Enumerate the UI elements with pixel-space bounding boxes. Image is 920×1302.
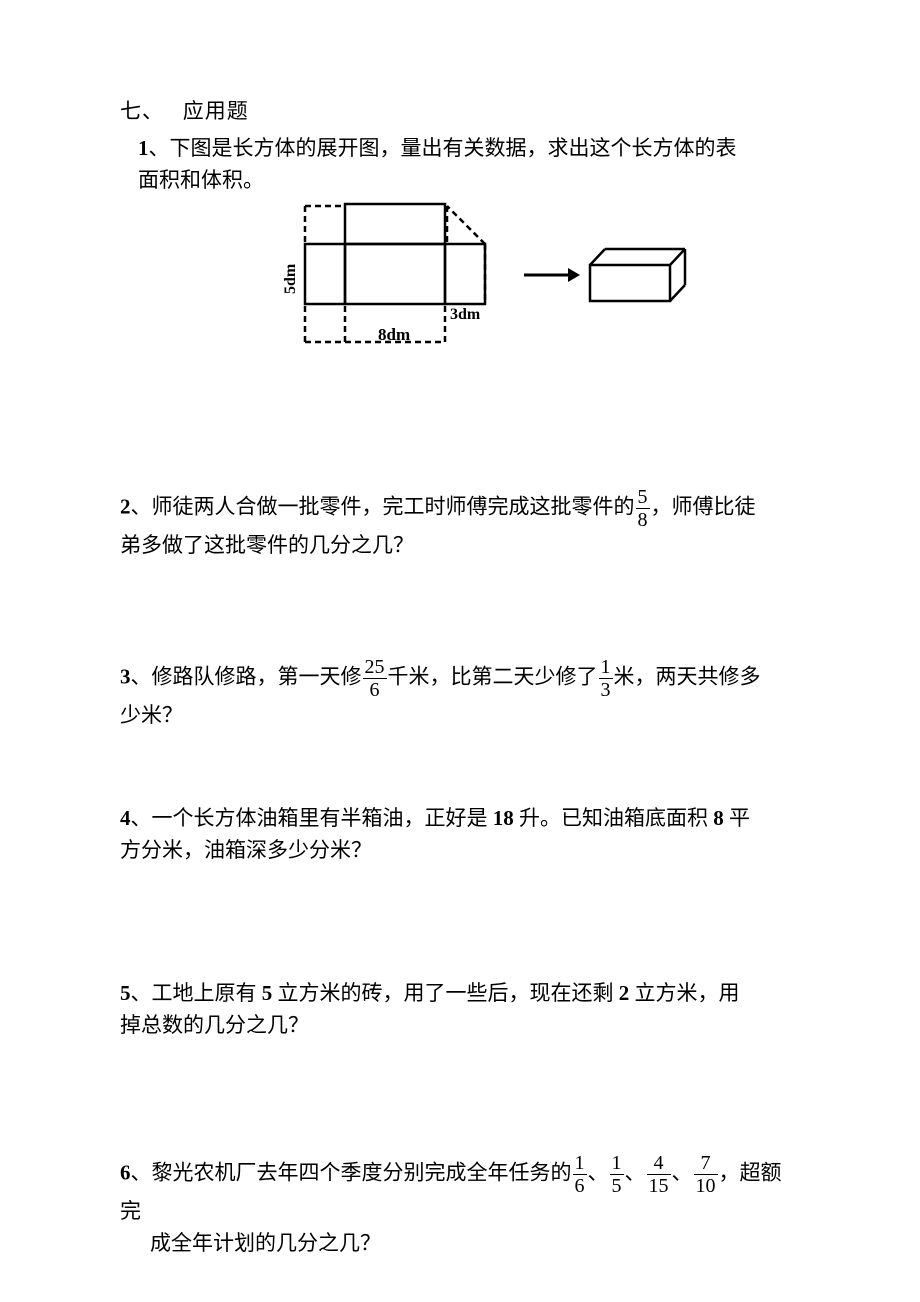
q2-pre: 、师徒两人合做一批零件，完工时师傅完成这批零件的 [131,494,635,518]
q4-8: 8 [713,806,724,830]
q6-line2: 成全年计划的几分之几？ [120,1231,381,1255]
q2-post: ，师傅比徒 [651,494,756,518]
dim-5dm: 5dm [282,263,299,294]
q1-line2: 面积和体积。 [138,168,264,192]
question-1: 1、下图是长方体的展开图，量出有关数据，求出这个长方体的表 面积和体积。 [120,133,800,196]
question-6: 6、黎光农机厂去年四个季度分别完成全年任务的16、15、415、710，超额完 … [120,1153,800,1259]
q6-sep1: 、 [588,1160,609,1184]
q4-t1: 、一个长方体油箱里有半箱油，正好是 [131,806,493,830]
q1-num: 1 [138,136,149,160]
q4-18: 18 [493,806,514,830]
q6-fraction-3: 415 [647,1153,671,1196]
q5-5: 5 [262,981,273,1005]
section-title: 应用题 [183,99,249,123]
q3-line2: 少米？ [120,703,183,727]
q5-post: 立方米，用 [629,981,739,1005]
q5-mid: 立方米的砖，用了一些后，现在还剩 [272,981,619,1005]
q3-pre: 、修路队修路，第一天修 [131,664,362,688]
q3-post: 米，两天共修多 [614,664,761,688]
q6-sep2: 、 [625,1160,646,1184]
q6-fraction-1: 16 [573,1153,587,1196]
dim-3dm: 3dm [450,306,481,323]
q6-pre: 、黎光农机厂去年四个季度分别完成全年任务的 [131,1160,572,1184]
question-2: 2、师徒两人合做一批零件，完工时师傅完成这批零件的58，师傅比徒 弟多做了这批零… [120,487,800,562]
net-diagram: 5dm 3dm 8dm [250,202,520,347]
q5-2: 2 [619,981,630,1005]
q4-line2: 方分米，油箱深多少分米？ [120,838,372,862]
q3-mid: 千米，比第二天少修了 [388,664,598,688]
q5-line2: 掉总数的几分之几？ [120,1013,309,1037]
q6-num: 6 [120,1160,131,1184]
q3-fraction-2: 13 [599,657,613,700]
cuboid-diagram [580,235,690,315]
q2-fraction: 58 [636,487,650,530]
q6-sep3: 、 [672,1160,693,1184]
q6-fraction-4: 710 [694,1153,718,1196]
question-4: 4、一个长方体油箱里有半箱油，正好是 18 升。已知油箱底面积 8 平 方分米，… [120,803,800,866]
q3-num: 3 [120,664,131,688]
q4-t3: 平 [724,806,750,830]
q4-t2: 升。已知油箱底面积 [514,806,714,830]
q3-fraction-1: 256 [363,657,387,700]
q5-pre: 、工地上原有 [131,981,262,1005]
arrow-icon [520,255,580,295]
q1-line1: 、下图是长方体的展开图，量出有关数据，求出这个长方体的表 [149,136,737,160]
question-5: 5、工地上原有 5 立方米的砖，用了一些后，现在还剩 2 立方米，用 掉总数的几… [120,978,800,1041]
q2-line2: 弟多做了这批零件的几分之几？ [120,533,414,557]
section-header: 七、 应用题 [120,95,800,125]
diagram-container: 5dm 3dm 8dm [120,202,800,347]
q5-num: 5 [120,981,131,1005]
question-3: 3、修路队修路，第一天修256千米，比第二天少修了13米，两天共修多 少米？ [120,657,800,732]
dim-8dm: 8dm [378,325,410,344]
q2-num: 2 [120,494,131,518]
q4-num: 4 [120,806,131,830]
section-number: 七、 [120,99,164,123]
q6-fraction-2: 15 [610,1153,624,1196]
